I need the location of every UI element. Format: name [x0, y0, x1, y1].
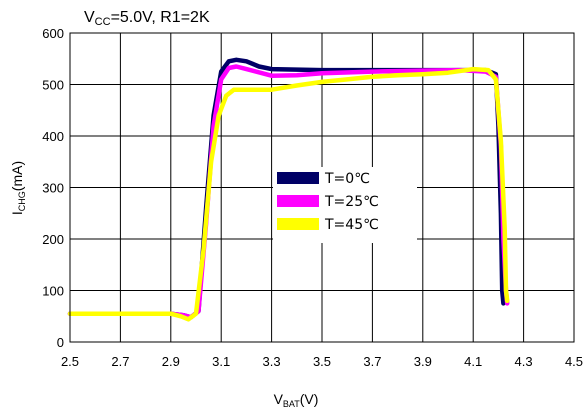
x-tick-label: 4.1 — [464, 354, 482, 369]
legend-swatch-1 — [277, 195, 319, 207]
x-tick-label: 3.9 — [414, 354, 432, 369]
x-tick-label: 2.5 — [61, 354, 79, 369]
legend-label-1: T=25℃ — [324, 194, 379, 210]
y-axis-label-sub: CHG — [17, 191, 27, 211]
y-tick-label: 600 — [42, 26, 64, 41]
y-tick-label: 500 — [42, 78, 64, 93]
x-axis-label: VBAT(V) — [274, 391, 319, 409]
series-layer — [67, 57, 510, 322]
chart-title-sub: CC — [95, 16, 111, 28]
chart-title-main: V — [84, 9, 95, 26]
chart-title: VCC=5.0V, R1=2K — [84, 9, 210, 28]
legend-swatch-0 — [277, 172, 319, 184]
y-tick-label: 300 — [42, 181, 64, 196]
y-tick-label: 0 — [57, 335, 64, 350]
y-axis-label-rest: (mA) — [9, 161, 25, 191]
x-axis-label-main: V — [274, 391, 284, 407]
x-tick-label: 2.9 — [162, 354, 180, 369]
y-tick-label: 400 — [42, 129, 64, 144]
y-axis-label-main: I — [9, 211, 25, 215]
series-line-2 — [67, 66, 510, 322]
legend-swatch-2 — [277, 218, 319, 230]
x-tick-label: 3.7 — [363, 354, 381, 369]
chart-title-rest: =5.0V, R1=2K — [111, 9, 210, 26]
x-tick-label: 4.3 — [515, 354, 533, 369]
x-axis-label-sub: BAT — [283, 399, 300, 409]
legend-label-2: T=45℃ — [324, 217, 379, 233]
x-tick-label: 4.5 — [565, 354, 583, 369]
y-tick-labels: 0 100 200 300 400 500 600 — [42, 26, 64, 350]
x-tick-labels: 2.5 2.7 2.9 3.1 3.3 3.5 3.7 3.9 4.1 4.3 4.5 — [61, 354, 583, 369]
plot-frame — [69, 32, 575, 343]
x-tick-label: 3.3 — [263, 354, 281, 369]
x-axis-label-rest: (V) — [300, 391, 319, 407]
y-axis-label: ICHG(mA) — [9, 161, 27, 215]
x-tick-label: 3.1 — [212, 354, 230, 369]
legend: T=0℃ T=25℃ T=45℃ — [273, 167, 417, 243]
x-tick-label: 2.7 — [111, 354, 129, 369]
y-tick-label: 200 — [42, 232, 64, 247]
legend-label-0: T=0℃ — [324, 171, 370, 187]
x-tick-label: 3.5 — [313, 354, 331, 369]
y-tick-label: 100 — [42, 284, 64, 299]
